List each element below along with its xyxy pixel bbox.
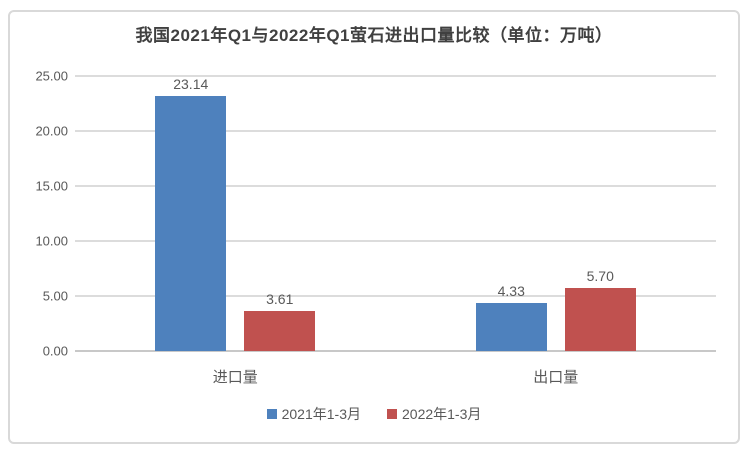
data-label: 23.14 — [173, 76, 209, 93]
legend-swatch-icon — [387, 409, 397, 419]
gridline — [75, 240, 716, 242]
bar-series2-出口量 — [564, 288, 636, 351]
category-label-2: 出口量 — [533, 369, 579, 386]
legend-swatch-icon — [266, 409, 277, 419]
legend-item-2: 2022年1-3月 — [387, 404, 481, 424]
y-tick-label: 10.00 — [35, 233, 68, 249]
data-label: 3.61 — [266, 291, 294, 308]
y-tick-label: 25.00 — [35, 68, 68, 84]
x-axis-labels: 进口量 出口量 — [75, 366, 716, 388]
legend-item-1: 2021年1-3月 — [266, 404, 361, 424]
gridline — [75, 295, 716, 297]
gridline — [75, 185, 716, 187]
y-tick-label: 0.00 — [42, 343, 68, 359]
chart-title: 我国2021年Q1与2022年Q1萤石进出口量比较（单位：万吨） — [135, 26, 613, 45]
gridline — [75, 75, 716, 77]
y-tick-label: 15.00 — [35, 178, 68, 194]
bar-series1-出口量 — [475, 303, 547, 351]
data-label: 5.70 — [586, 268, 614, 285]
legend-label: 2021年1-3月 — [281, 406, 361, 422]
legend-label: 2022年1-3月 — [402, 406, 482, 422]
data-label: 4.33 — [497, 283, 525, 300]
bar-series1-进口量 — [155, 96, 227, 351]
bar-series2-进口量 — [244, 311, 316, 351]
plot-area: 23.14 3.61 4.33 5.70 — [75, 75, 716, 352]
chart-frame — [8, 10, 740, 444]
gridline — [75, 130, 716, 132]
x-axis-line — [75, 350, 716, 352]
category-label-1: 进口量 — [212, 369, 258, 386]
y-tick-label: 5.00 — [42, 288, 68, 304]
legend: 2021年1-3月 2022年1-3月 — [8, 404, 740, 424]
y-axis: 0.00 5.00 10.00 15.00 20.00 25.00 — [14, 69, 68, 359]
y-tick-label: 20.00 — [35, 123, 68, 139]
